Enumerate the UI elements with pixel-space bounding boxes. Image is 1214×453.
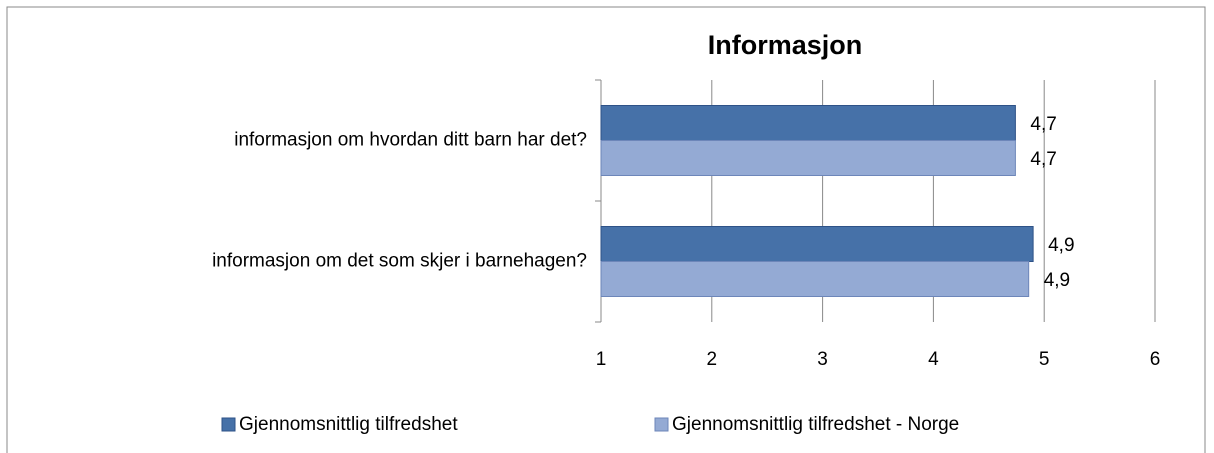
legend-label: Gjennomsnittlig tilfredshet - Norge (672, 414, 959, 435)
value-label: 4,9 (1044, 270, 1070, 291)
chart-title: Informasjon (708, 30, 863, 60)
bar (600, 105, 1016, 141)
bar (600, 261, 1030, 297)
value-label: 4,7 (1030, 149, 1056, 170)
y-tick-label: informasjon om det som skjer i barnehage… (212, 251, 587, 272)
x-tick-label: 4 (928, 349, 939, 370)
x-tick-label: 6 (1150, 349, 1161, 370)
x-tick-label: 2 (707, 349, 718, 370)
value-label: 4,7 (1030, 114, 1056, 135)
bar (600, 226, 1034, 262)
chart-frame (6, 6, 1206, 453)
legend-swatch (221, 417, 236, 432)
bar (600, 140, 1016, 176)
x-tick-label: 5 (1039, 349, 1050, 370)
legend-label: Gjennomsnittlig tilfredshet (239, 414, 458, 435)
value-label: 4,9 (1048, 235, 1074, 256)
x-tick-label: 3 (817, 349, 828, 370)
legend-swatch (654, 417, 669, 432)
y-tick-label: informasjon om hvordan ditt barn har det… (234, 130, 587, 151)
x-tick-label: 1 (596, 349, 607, 370)
